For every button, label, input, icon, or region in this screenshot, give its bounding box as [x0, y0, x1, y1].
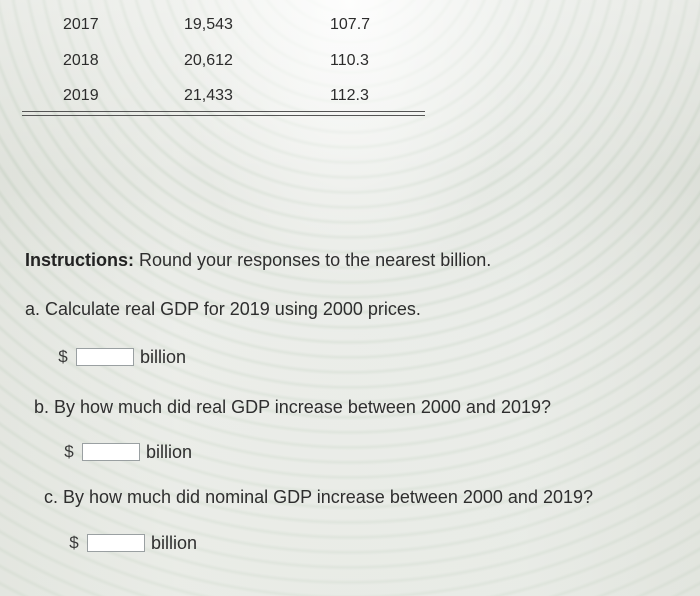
table-bottom-rule — [22, 115, 425, 116]
question-a-answer: $ billion — [56, 346, 186, 368]
currency-symbol: $ — [69, 533, 79, 552]
price-index-cell: 110.3 — [330, 52, 369, 69]
question-a-prompt: a. Calculate real GDP for 2019 using 200… — [25, 299, 421, 319]
price-index-cell: 107.7 — [330, 16, 371, 33]
unit-label: billion — [151, 532, 198, 553]
nominal-gdp-cell: 20,612 — [184, 52, 233, 69]
year-cell: 2018 — [63, 52, 99, 69]
instructions-label: Instructions: — [25, 250, 135, 270]
currency-symbol: $ — [58, 347, 68, 366]
unit-label: billion — [140, 346, 187, 367]
real-gdp-increase-input[interactable] — [82, 443, 140, 461]
nominal-gdp-cell: 19,543 — [184, 16, 233, 33]
instructions: Instructions: Round your responses to th… — [25, 250, 491, 271]
question-b-prompt: b. By how much did real GDP increase bet… — [34, 397, 551, 417]
price-index-cell: 112.3 — [330, 87, 369, 104]
unit-label: billion — [146, 441, 193, 462]
table-bottom-rule — [22, 111, 425, 112]
instructions-text: Round your responses to the nearest bill… — [134, 250, 492, 270]
question-b-answer: $ billion — [62, 441, 192, 463]
nominal-gdp-cell: 21,433 — [184, 87, 233, 104]
year-cell: 2019 — [63, 87, 99, 104]
currency-symbol: $ — [64, 442, 74, 461]
year-cell: 2017 — [63, 16, 99, 33]
question-c-prompt: c. By how much did nominal GDP increase … — [44, 487, 594, 507]
real-gdp-2019-input[interactable] — [76, 348, 134, 366]
nominal-gdp-increase-input[interactable] — [87, 534, 145, 552]
question-c-answer: $ billion — [67, 532, 197, 554]
